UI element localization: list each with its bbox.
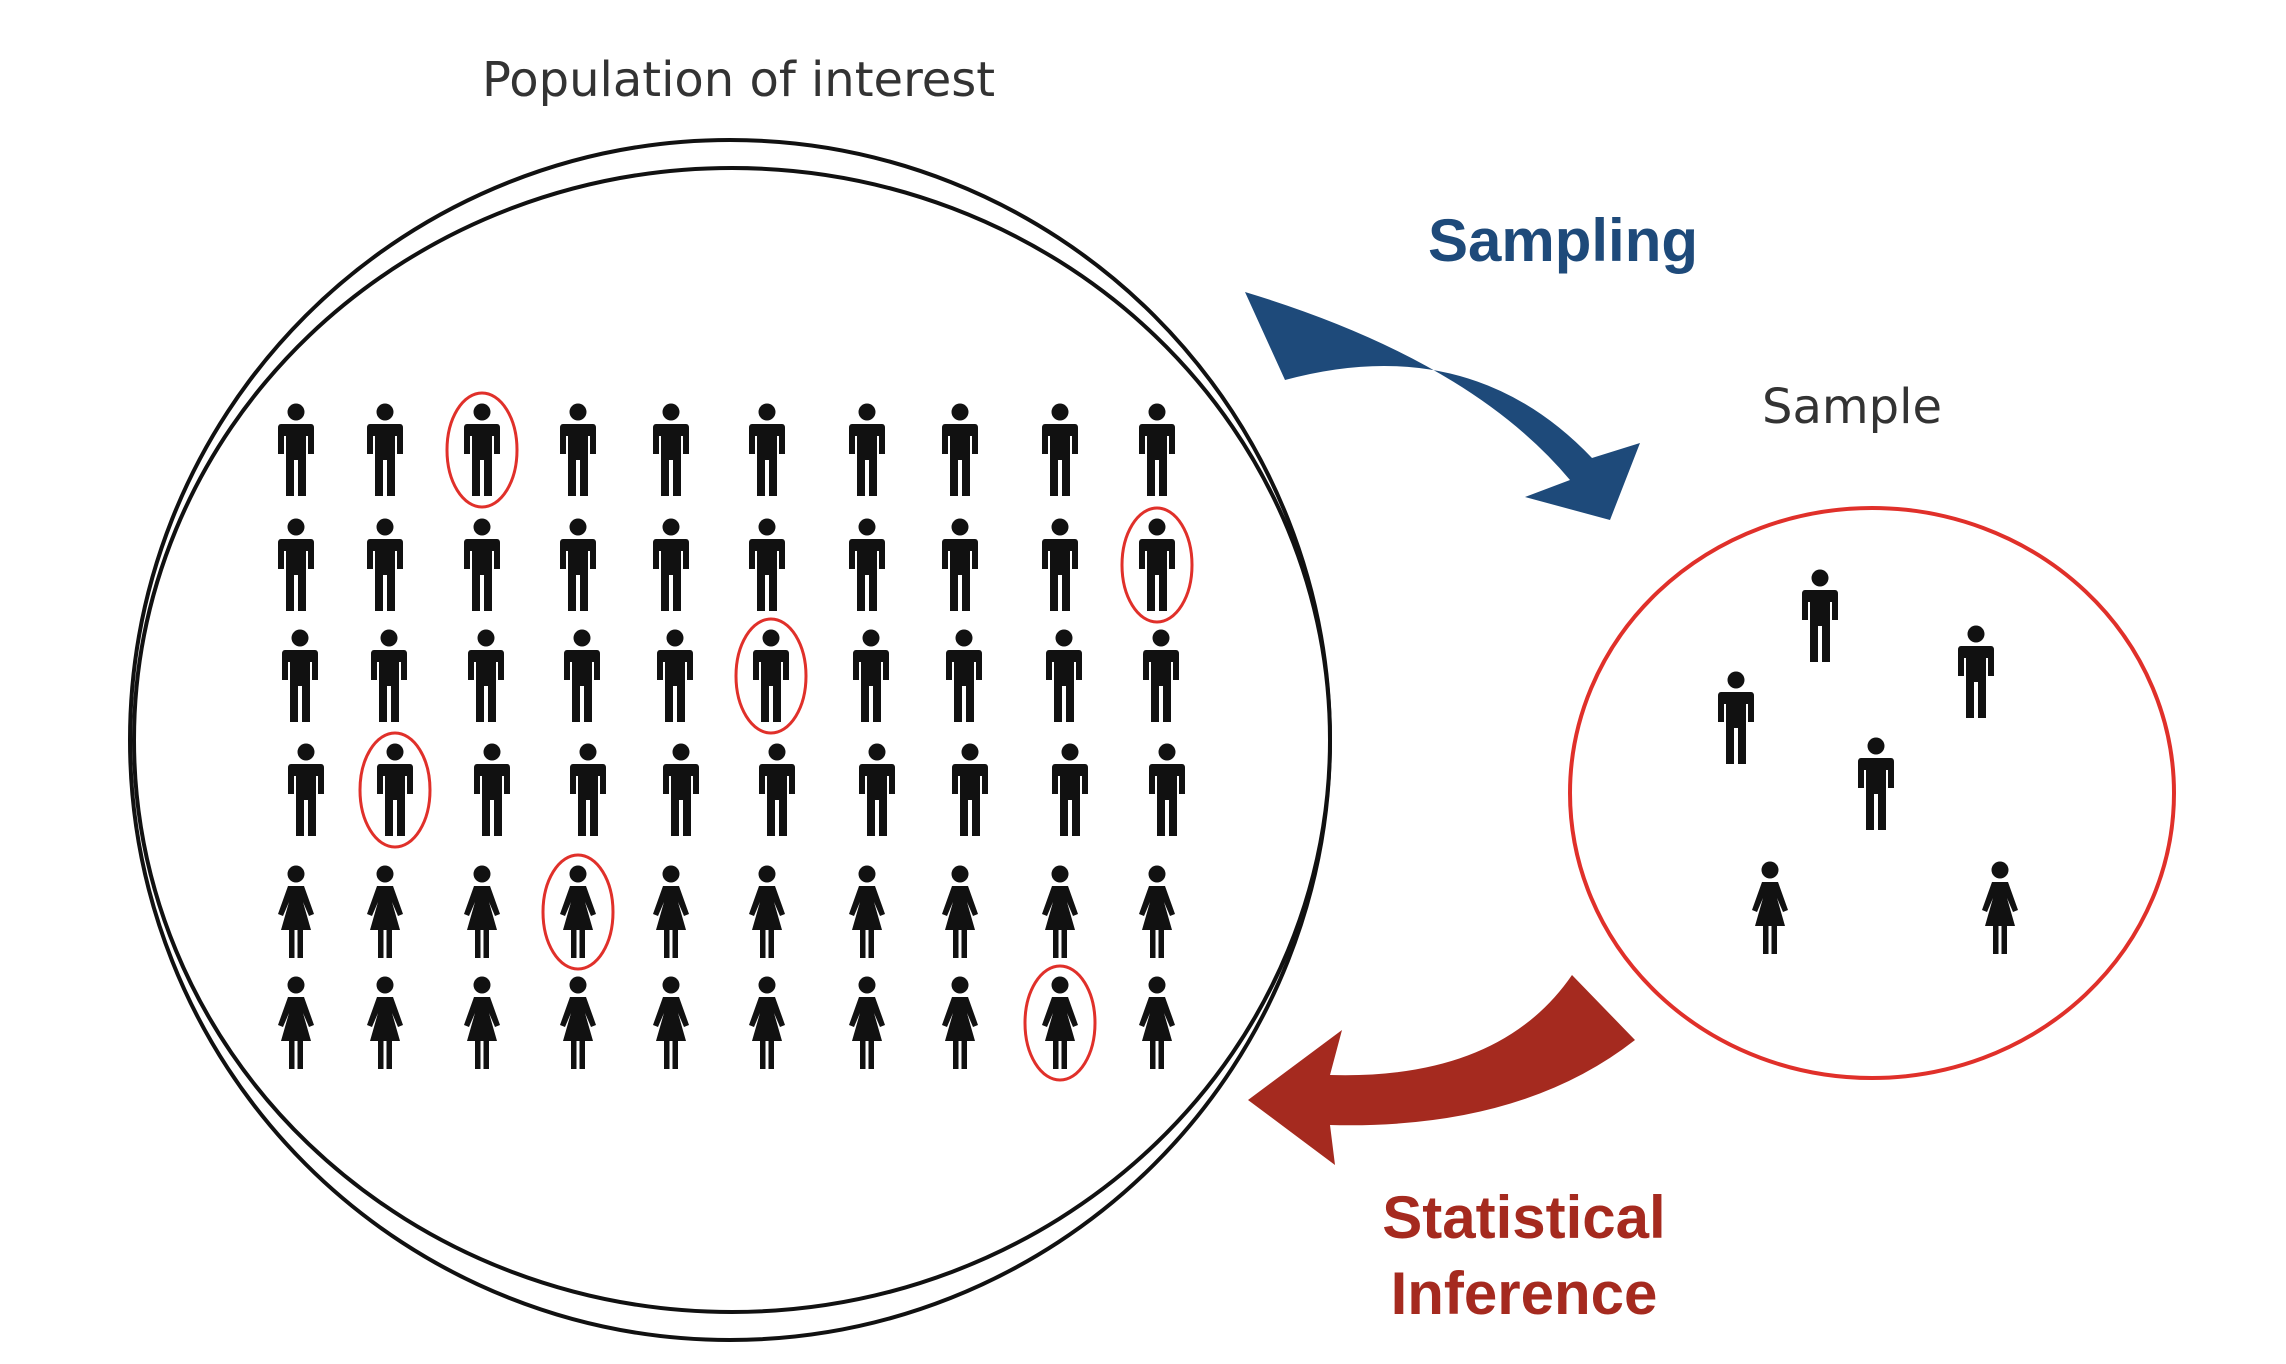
sample-man-icon xyxy=(1718,671,1754,764)
sample-man-icon xyxy=(1858,737,1894,830)
inference-label-line1: Statistical xyxy=(1382,1184,1666,1251)
sample-circle xyxy=(1568,506,2176,1080)
population-label: Population of interest xyxy=(482,52,996,108)
inference-arrow xyxy=(1248,975,1635,1165)
sample-man-icon xyxy=(1958,625,1994,718)
selection-rings xyxy=(358,391,1194,1082)
sample-woman-icon xyxy=(1752,861,1788,954)
sampling-label: Sampling xyxy=(1428,207,1699,274)
sample-label: Sample xyxy=(1762,379,1942,435)
selection-ring xyxy=(1023,964,1097,1082)
selection-ring xyxy=(1120,506,1194,624)
inference-label: Statistical Inference xyxy=(1374,1180,1674,1332)
sample-woman-icon xyxy=(1982,861,2018,954)
sample-man-icon xyxy=(1802,569,1838,662)
sample-figures xyxy=(1718,569,2018,954)
population-circle-outline xyxy=(132,166,1332,1314)
selection-ring xyxy=(358,731,432,849)
selection-ring xyxy=(734,617,808,735)
sampling-arrow xyxy=(1245,292,1640,520)
selection-ring xyxy=(541,853,615,971)
inference-label-line2: Inference xyxy=(1390,1260,1658,1327)
selection-ring xyxy=(445,391,519,509)
